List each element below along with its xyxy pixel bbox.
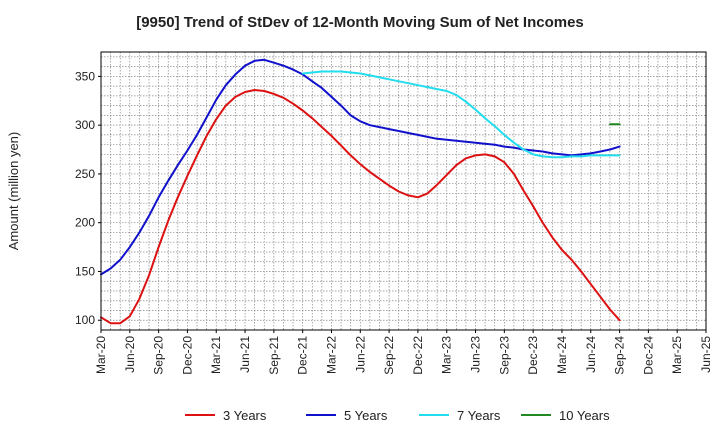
- x-tick-label: Dec-20: [180, 336, 194, 375]
- y-tick-label: 150: [75, 264, 95, 278]
- series-line-5-years: [100, 58, 621, 276]
- x-tick-label: Jun-21: [238, 336, 252, 373]
- x-tick-label: Dec-23: [526, 336, 540, 375]
- plot-frame: [100, 51, 707, 331]
- y-tick-label: 350: [75, 69, 95, 83]
- x-tick-label: Mar-23: [440, 336, 454, 374]
- x-tick-label: Jun-23: [469, 336, 483, 373]
- x-tick-label: Sep-20: [152, 336, 166, 375]
- x-tick-label: Mar-25: [670, 336, 684, 374]
- y-tick-label: 300: [75, 118, 95, 132]
- x-tick-label: Mar-21: [209, 336, 223, 374]
- x-tick-label: Dec-22: [411, 336, 425, 375]
- x-tick-label: Jun-25: [699, 336, 713, 373]
- x-tick-label: Mar-22: [324, 336, 338, 374]
- legend: 3 Years 5 Years 7 Years 10 Years: [185, 408, 610, 423]
- x-tick-label: Mar-24: [555, 336, 569, 374]
- x-tick-label: Jun-22: [353, 336, 367, 373]
- y-tick-label: 100: [75, 313, 95, 327]
- x-tick-label: Sep-24: [613, 336, 627, 375]
- x-tick-label: Sep-22: [382, 336, 396, 375]
- legend-label: 10 Years: [559, 408, 610, 423]
- legend-label: 5 Years: [344, 408, 388, 423]
- x-tick-label: Sep-21: [267, 336, 281, 375]
- chart-title: [9950] Trend of StDev of 12-Month Moving…: [136, 14, 584, 31]
- series-line-3-years: [100, 89, 621, 325]
- legend-label: 7 Years: [457, 408, 501, 423]
- x-tick-label: Jun-20: [123, 336, 137, 373]
- x-tick-label: Jun-24: [584, 336, 598, 373]
- x-tick-label: Sep-23: [497, 336, 511, 375]
- y-tick-label: 250: [75, 167, 95, 181]
- x-tick-label: Mar-20: [94, 336, 108, 374]
- x-tick-label: Dec-24: [641, 336, 655, 375]
- x-tick-label: Dec-21: [296, 336, 310, 375]
- tick-labels: 100 150 200 250 300 350 Mar-20 Jun-20 Sep-20 Dec-…: [75, 69, 713, 374]
- series-line-7-years: [301, 70, 621, 159]
- y-axis-label: Amount (million yen): [6, 132, 21, 251]
- y-tick-label: 200: [75, 216, 95, 230]
- series-lines: [100, 58, 621, 325]
- grid: [101, 52, 706, 331]
- legend-label: 3 Years: [223, 408, 267, 423]
